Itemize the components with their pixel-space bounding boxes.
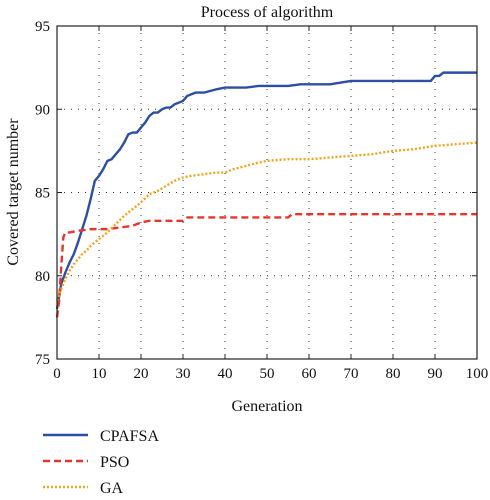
x-tick-label: 100 bbox=[466, 366, 489, 382]
legend-label-ga: GA bbox=[100, 480, 124, 497]
plot-area: 0 10 20 30 40 50 60 70 80 90 100 75 80 85 90 95 bbox=[35, 19, 488, 382]
y-tick-label: 80 bbox=[35, 269, 50, 285]
y-axis-label: Covered target number bbox=[5, 118, 22, 266]
x-tick-label: 10 bbox=[92, 366, 107, 382]
series-line-cpafsa bbox=[55, 71, 477, 310]
x-tick-label: 60 bbox=[302, 366, 317, 382]
x-axis-label: Generation bbox=[231, 398, 302, 415]
legend-label-pso: PSO bbox=[100, 454, 129, 471]
y-tick-label: 90 bbox=[35, 102, 50, 118]
series-line-pso bbox=[55, 212, 477, 318]
x-tick-label: 50 bbox=[260, 366, 275, 382]
series-line-ga bbox=[55, 141, 478, 302]
x-tick-label: 90 bbox=[428, 366, 443, 382]
x-tick-label: 40 bbox=[218, 366, 233, 382]
chart-title: Process of algorithm bbox=[201, 4, 334, 21]
x-tick-label: 70 bbox=[344, 366, 359, 382]
x-tick-label: 20 bbox=[134, 366, 149, 382]
y-tick-label: 75 bbox=[35, 352, 50, 368]
legend-label-cpafsa: CPAFSA bbox=[100, 428, 159, 445]
y-tick-label: 95 bbox=[35, 19, 50, 35]
x-tick-label: 0 bbox=[53, 366, 61, 382]
x-tick-label: 80 bbox=[386, 366, 401, 382]
legend: CPAFSA PSO GA bbox=[43, 428, 159, 497]
y-tick-label: 85 bbox=[35, 186, 50, 202]
x-tick-label: 30 bbox=[176, 366, 191, 382]
